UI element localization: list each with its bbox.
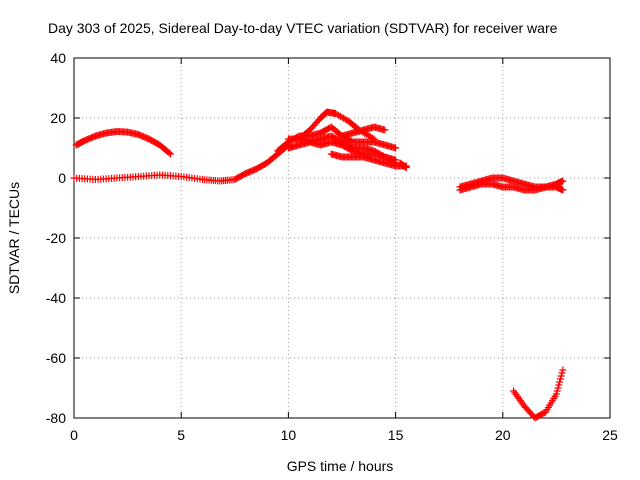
x-tick-label: 5 [177, 427, 185, 443]
data-point-marker [402, 164, 410, 171]
chart-title: Day 303 of 2025, Sidereal Day-to-day VTE… [48, 20, 558, 36]
y-tick-label: -40 [46, 290, 66, 306]
data-point-marker [559, 186, 567, 194]
plot-points [70, 108, 567, 422]
y-tick-label: -20 [46, 230, 66, 246]
y-axis-label: SDTVAR / TECUs [6, 182, 22, 294]
data-point-marker [166, 150, 174, 158]
series-arc-I [396, 159, 410, 171]
x-tick-label: 10 [281, 427, 297, 443]
data-point-marker [559, 177, 567, 185]
x-tick-label: 20 [495, 427, 511, 443]
y-tick-label: 20 [50, 110, 66, 126]
axis-ticks [73, 57, 611, 419]
data-point-marker [554, 384, 562, 392]
x-tick-label: 15 [388, 427, 404, 443]
y-tick-label: -80 [46, 410, 66, 426]
series-arc-K [456, 177, 567, 194]
y-tick-label: 40 [50, 50, 66, 66]
x-tick-labels: 0 5 10 15 20 25 [70, 427, 618, 443]
y-tick-label: 0 [58, 170, 66, 186]
x-axis-label: GPS time / hours [287, 458, 394, 474]
data-point-marker [381, 126, 389, 134]
data-point-marker [556, 375, 564, 383]
data-point-marker [555, 381, 563, 389]
data-point-marker [392, 144, 400, 152]
x-tick-label: 0 [70, 427, 78, 443]
data-point-marker [165, 149, 173, 157]
series-arc-G [338, 123, 389, 140]
data-point-marker [552, 390, 560, 398]
series-arc-A [72, 128, 174, 158]
data-point-marker [559, 366, 567, 374]
x-tick-label: 25 [602, 427, 618, 443]
series-arc-B [70, 141, 292, 185]
data-point-marker [557, 372, 565, 380]
series-arc-L [510, 366, 567, 422]
data-point-marker [553, 387, 561, 395]
data-point-marker [556, 378, 564, 386]
y-tick-label: -60 [46, 350, 66, 366]
data-point-marker [370, 135, 378, 143]
data-point-marker [558, 369, 566, 377]
y-tick-labels: -80 -60 -40 -20 0 20 40 [46, 50, 66, 426]
